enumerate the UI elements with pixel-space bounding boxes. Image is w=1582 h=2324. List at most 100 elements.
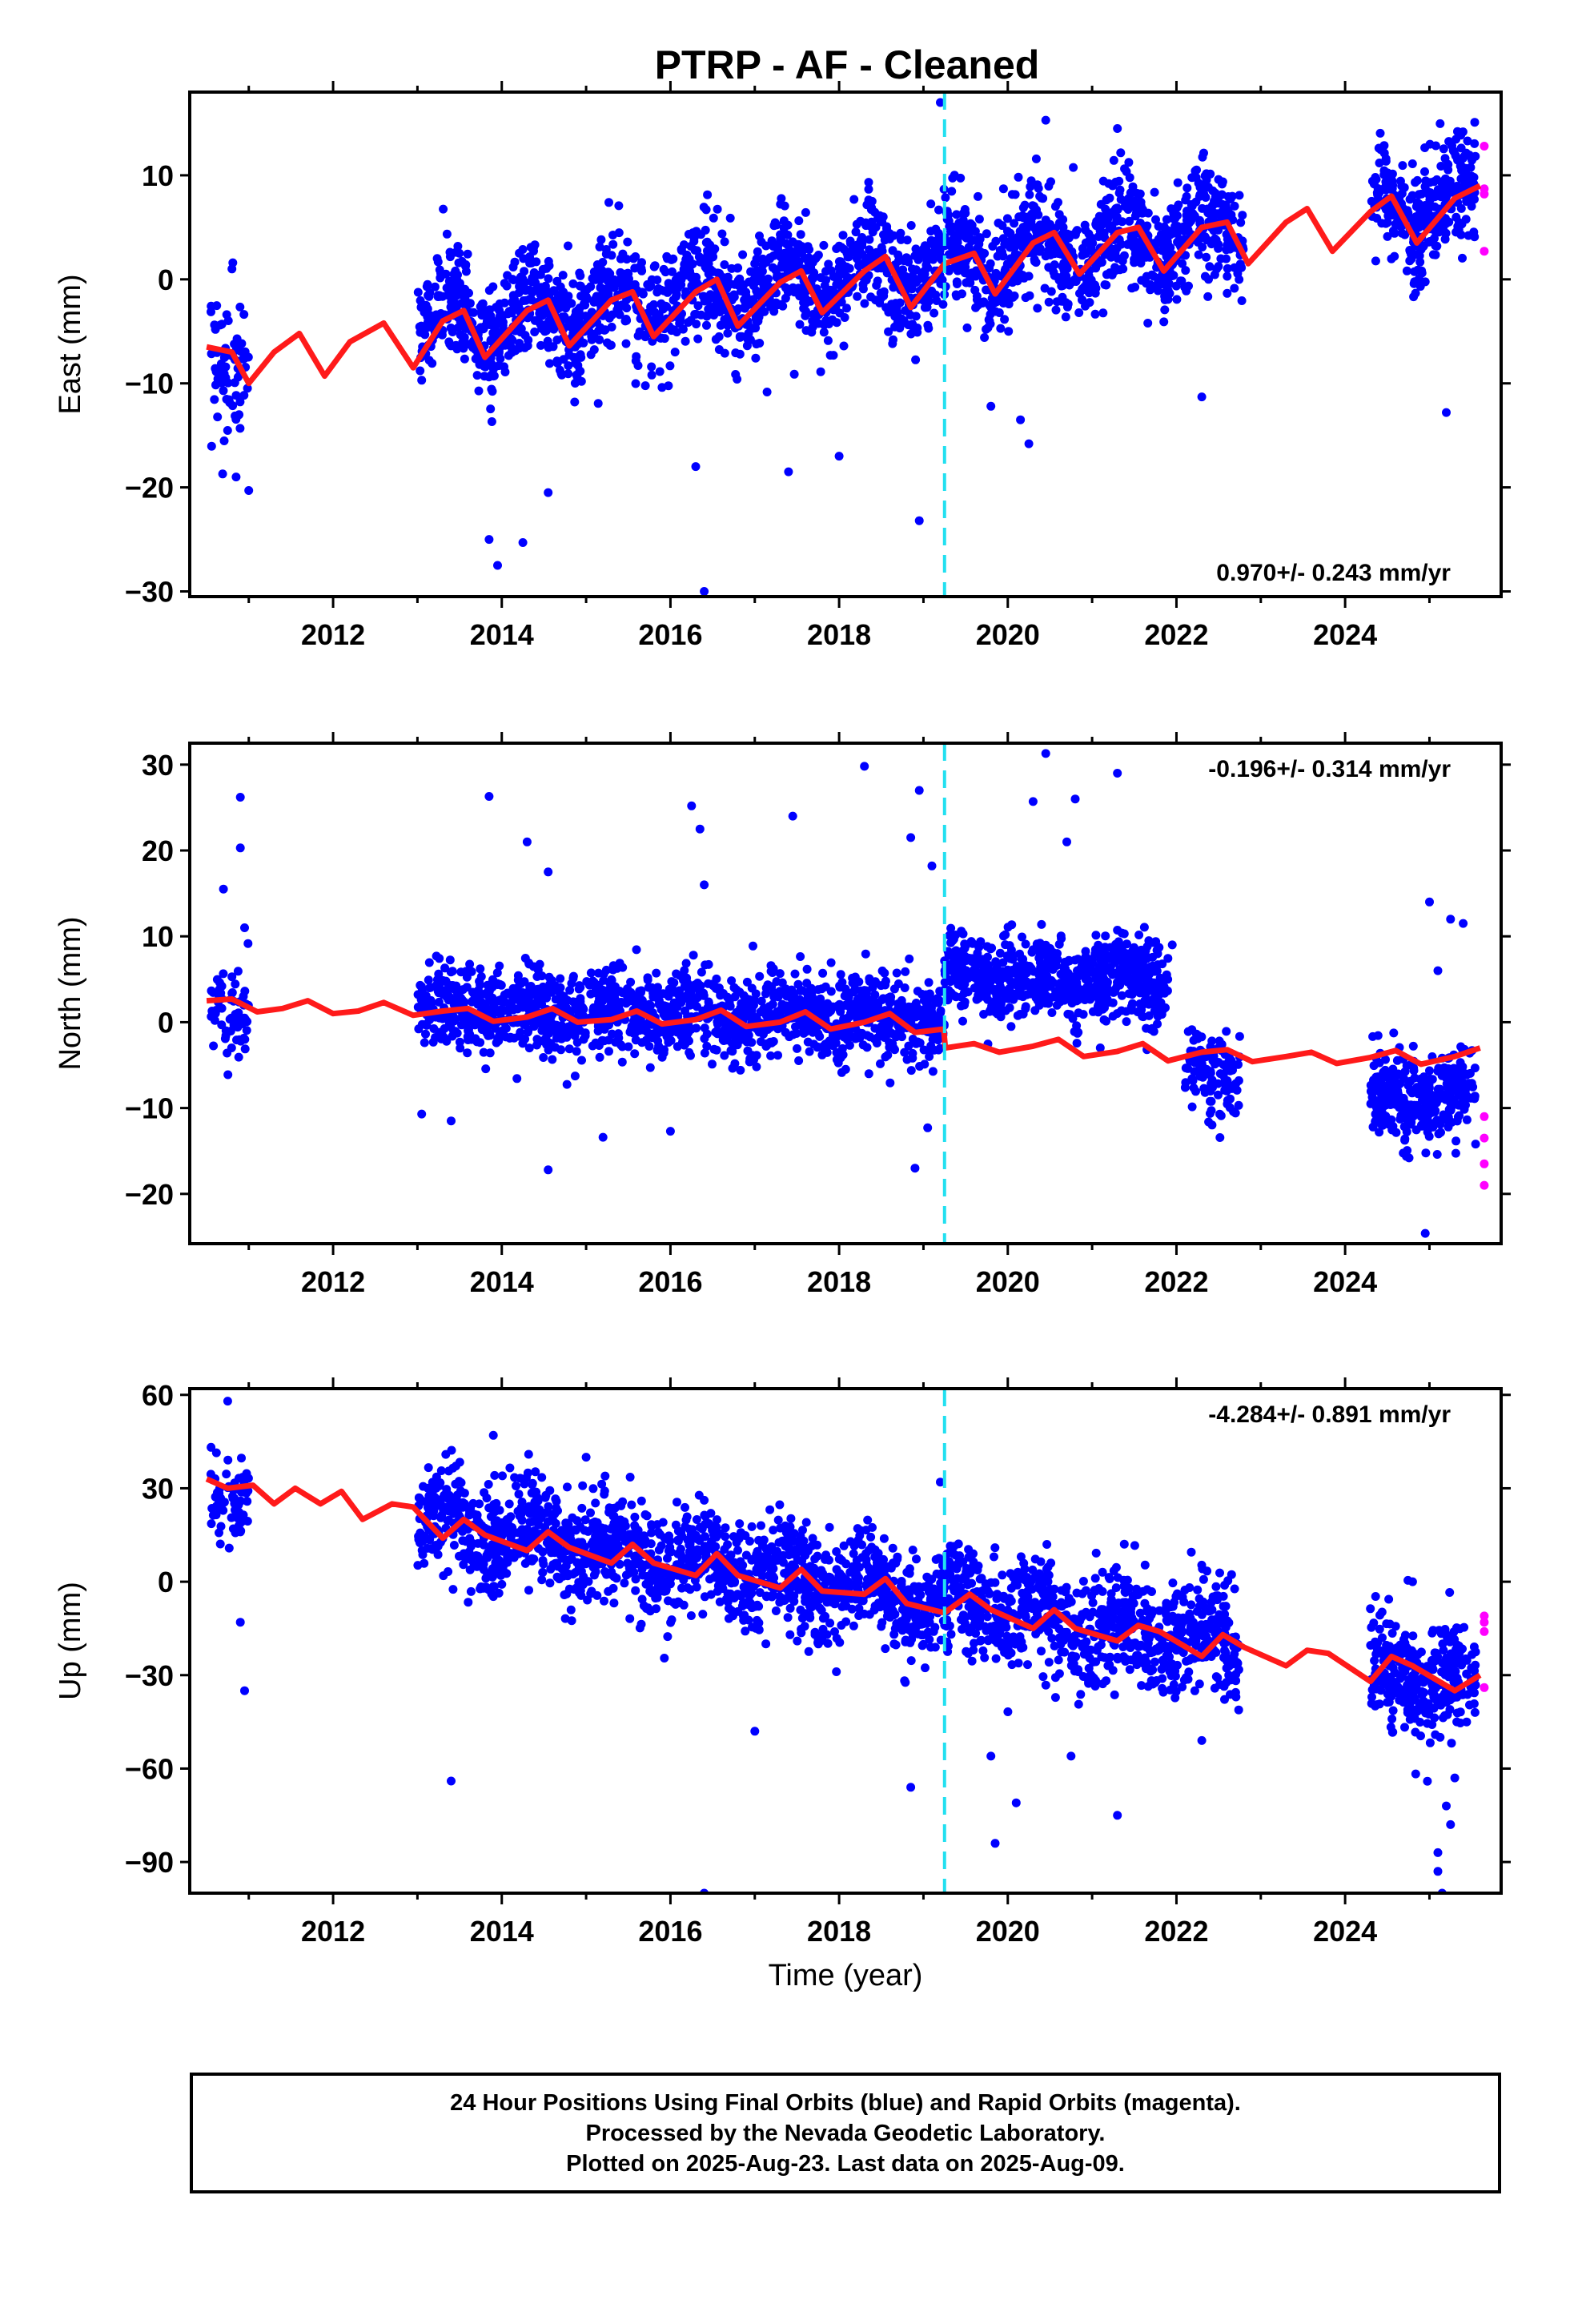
data-point [974,191,982,201]
data-point [595,994,604,1003]
data-point [665,324,675,332]
data-point [239,991,248,1001]
data-point [1045,263,1054,272]
data-point [424,291,433,300]
data-point [487,417,496,426]
data-point [796,986,805,995]
data-point [742,994,752,1003]
data-point [767,236,777,246]
data-point [1028,945,1038,955]
data-point [453,323,463,332]
data-point [228,401,238,411]
data-point [669,986,678,995]
data-point [801,1027,810,1036]
data-point [1099,1015,1109,1024]
data-point [1223,288,1232,298]
data-point [579,1011,588,1021]
data-point [691,462,701,472]
data-point [445,955,455,965]
data-point [1085,298,1094,308]
data-point [662,251,672,261]
data-point [421,1029,430,1039]
data-point [1048,947,1058,957]
data-point [1034,953,1044,963]
data-point [1115,265,1125,275]
data-point [1146,1024,1155,1034]
data-point [862,1043,872,1052]
data-point [849,999,858,1009]
data-point [701,960,710,970]
data-point [1397,189,1407,199]
data-point [1434,189,1443,199]
data-point [1439,144,1448,154]
data-point [1062,229,1072,239]
data-point [702,237,712,247]
data-point [701,205,711,215]
data-point [865,235,874,244]
data-point [1143,319,1153,328]
data-point [549,324,559,334]
data-point [826,1006,836,1015]
data-point [1468,172,1477,182]
data-point [542,1040,552,1049]
model-fit-line [206,183,1482,387]
data-point [1086,964,1095,974]
data-point [1182,286,1191,296]
data-point [889,304,897,313]
data-point [572,1047,581,1056]
data-point [1124,158,1134,167]
data-point [702,1029,712,1039]
data-point [1057,934,1066,943]
data-point [805,245,814,255]
data-point [465,959,475,969]
data-point [1371,175,1381,184]
data-point [655,367,665,376]
data-point [947,187,957,196]
data-point [780,248,789,258]
data-point [702,320,711,330]
data-point [635,327,644,336]
rapid-orbit-point [1480,247,1489,256]
data-point [889,335,897,344]
data-point [746,267,756,276]
data-point [723,992,732,1002]
data-point [796,952,805,961]
data-point [596,235,606,244]
data-point [802,964,812,974]
data-point [958,215,968,225]
data-point [760,307,769,316]
data-point [1080,282,1089,292]
data-point [904,1041,913,1051]
data-point [697,967,706,977]
data-point [1122,1017,1131,1027]
data-point [720,1051,729,1060]
y-axis-label: East (mm) [54,274,87,414]
data-point [725,213,735,223]
data-point [1119,929,1129,939]
data-point [558,271,568,280]
data-point [656,1005,666,1014]
data-point [426,983,436,992]
data-point [665,361,675,371]
data-point [841,262,851,271]
data-point [1200,183,1210,192]
data-point [1050,202,1060,211]
data-point [821,982,830,991]
data-point [1139,923,1149,932]
data-point [1375,128,1385,138]
data-point [864,178,873,187]
data-point [700,587,709,596]
data-point [469,989,479,999]
data-point [483,1023,492,1032]
data-point [881,303,891,312]
data-point [646,281,656,291]
data-point [684,318,693,328]
data-point [1080,220,1090,230]
data-point [681,959,691,968]
data-point [902,235,912,245]
data-point [855,1033,865,1043]
data-point [450,1016,460,1026]
data-point [1046,287,1056,296]
data-point [924,324,934,333]
